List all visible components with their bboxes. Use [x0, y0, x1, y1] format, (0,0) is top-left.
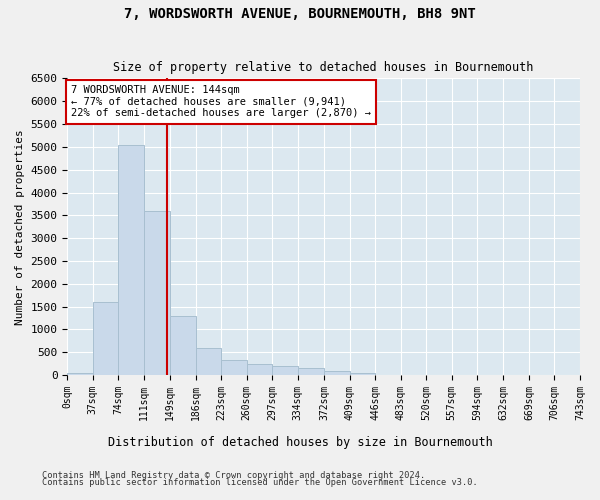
- Y-axis label: Number of detached properties: Number of detached properties: [15, 129, 25, 324]
- Bar: [93, 302, 118, 375]
- Text: Contains HM Land Registry data © Crown copyright and database right 2024.: Contains HM Land Registry data © Crown c…: [42, 470, 425, 480]
- Bar: [247, 364, 272, 375]
- Bar: [196, 348, 221, 375]
- Bar: [298, 368, 324, 375]
- Text: Contains public sector information licensed under the Open Government Licence v3: Contains public sector information licen…: [42, 478, 478, 487]
- Bar: [324, 372, 350, 375]
- Bar: [221, 360, 247, 375]
- Bar: [67, 373, 93, 375]
- Bar: [170, 316, 196, 375]
- Text: 7 WORDSWORTH AVENUE: 144sqm
← 77% of detached houses are smaller (9,941)
22% of : 7 WORDSWORTH AVENUE: 144sqm ← 77% of det…: [71, 86, 371, 118]
- Bar: [118, 144, 144, 375]
- Title: Size of property relative to detached houses in Bournemouth: Size of property relative to detached ho…: [113, 62, 534, 74]
- Bar: [350, 372, 375, 375]
- Bar: [144, 211, 170, 375]
- Text: 7, WORDSWORTH AVENUE, BOURNEMOUTH, BH8 9NT: 7, WORDSWORTH AVENUE, BOURNEMOUTH, BH8 9…: [124, 8, 476, 22]
- Text: Distribution of detached houses by size in Bournemouth: Distribution of detached houses by size …: [107, 436, 493, 449]
- Bar: [272, 366, 298, 375]
